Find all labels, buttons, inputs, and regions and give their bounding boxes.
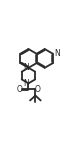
Text: N: N (23, 63, 29, 72)
Text: O: O (34, 84, 40, 94)
Text: N: N (54, 49, 60, 58)
Text: O: O (17, 84, 23, 94)
Text: N: N (23, 79, 29, 88)
